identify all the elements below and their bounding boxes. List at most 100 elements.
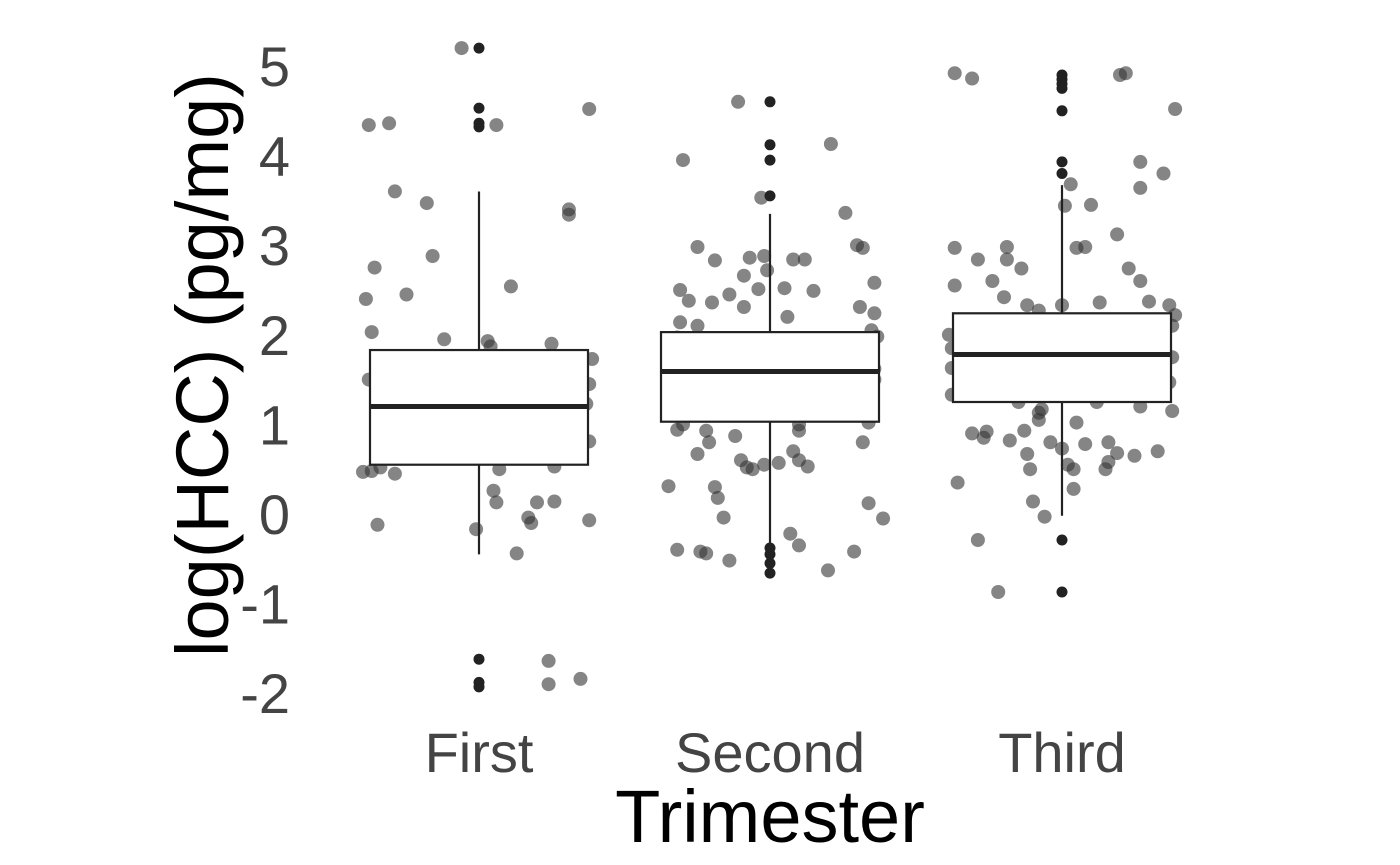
jitter-point [1066, 481, 1081, 496]
y-tick-label: 0 [259, 483, 290, 546]
jitter-point [676, 153, 690, 168]
jitter-point [1133, 274, 1148, 288]
jitter-point [489, 118, 504, 133]
jitter-point [370, 517, 385, 532]
jitter-point [1069, 415, 1084, 430]
jitter-point [547, 494, 562, 509]
jitter-point [1127, 448, 1142, 463]
jitter-point [821, 563, 835, 578]
jitter-point [1133, 180, 1148, 195]
jitter-point [855, 240, 870, 255]
jitter-point [1078, 240, 1093, 254]
jitter-point [947, 66, 962, 81]
jitter-point [582, 102, 597, 116]
x-tick-label: Second [675, 721, 865, 784]
jitter-point [999, 252, 1014, 267]
outlier-point [764, 567, 776, 579]
jitter-point [1092, 295, 1107, 310]
jitter-point [757, 457, 772, 472]
outlier-point [1056, 156, 1068, 168]
jitter-point [1026, 494, 1040, 509]
jitter-point [544, 336, 559, 351]
jitter-point [1063, 177, 1078, 192]
jitter-point [1066, 462, 1081, 477]
jitter-point [1150, 444, 1165, 459]
boxplots [368, 42, 1173, 693]
jitter-point [861, 496, 876, 511]
jitter-point [1101, 455, 1116, 469]
y-tick-label: 4 [259, 125, 290, 188]
y-tick-label: -1 [240, 573, 290, 636]
jitter-point [387, 466, 402, 481]
jitter-point [673, 283, 688, 297]
jitter-point [541, 677, 556, 692]
jitter-point [503, 279, 518, 294]
jitter-point [382, 116, 397, 131]
jitter-point [707, 253, 722, 268]
jitter-point [699, 423, 714, 438]
y-tick-label: -2 [240, 662, 290, 725]
jitter-point [364, 325, 379, 340]
outlier-point [1056, 105, 1068, 117]
outlier-point [764, 139, 776, 151]
jitter-point [1057, 198, 1072, 213]
jitter-point [469, 522, 484, 537]
jitter-point [1121, 261, 1136, 276]
jitter-point [760, 263, 775, 278]
jitter-point [997, 290, 1011, 305]
jitter-point [1031, 412, 1046, 427]
x-tick-label: First [425, 721, 534, 784]
jitter-point [367, 260, 382, 275]
jitter-point [797, 252, 812, 267]
jitter-point [950, 475, 965, 490]
outlier-point [1056, 534, 1068, 546]
jitter-point [690, 240, 705, 254]
jitter-point [1133, 154, 1148, 169]
outlier-point [764, 154, 776, 166]
jitter-point [947, 240, 962, 255]
jitter-point [823, 137, 838, 151]
jitter-point [792, 423, 806, 438]
jitter-point [530, 495, 544, 510]
jitter-point [1165, 404, 1180, 418]
jitter-point [399, 287, 414, 302]
jitter-point [707, 480, 722, 495]
jitter-point [1020, 298, 1035, 313]
jitter-point [670, 542, 685, 557]
jitter-point [1020, 447, 1035, 461]
jitter-point [561, 207, 576, 222]
jitter-point [716, 510, 731, 525]
y-tick-label: 5 [259, 35, 290, 98]
jitter-point [1156, 166, 1171, 181]
outlier-point [473, 653, 485, 665]
jitter-point [690, 447, 705, 461]
jitter-point [742, 250, 757, 265]
jitter-point [1113, 68, 1127, 82]
jitter-point [792, 538, 806, 553]
jitter-point [800, 459, 815, 474]
jitter-point [855, 435, 870, 450]
jitter-point [806, 283, 821, 298]
box-iqr [659, 331, 881, 423]
box-iqr [951, 312, 1173, 404]
outlier-point [764, 96, 776, 108]
jitter-point [1110, 227, 1125, 242]
jitter-point [710, 490, 725, 505]
jitter-point [1043, 435, 1058, 450]
jitter-point [1014, 261, 1029, 276]
jitter-point [780, 309, 795, 324]
jitter-point [731, 94, 746, 109]
jitter-point [838, 205, 853, 220]
jitter-point [454, 41, 469, 56]
jitter-point [521, 510, 536, 525]
jitter-point [1023, 462, 1038, 477]
jitter-point [783, 526, 798, 541]
jitter-point [1078, 437, 1093, 452]
jitter-point [757, 249, 772, 263]
jitter-point [437, 332, 452, 347]
y-tick-label: 1 [259, 393, 290, 456]
outlier-point [473, 102, 485, 114]
y-axis-title: log(HCC) (pg/mg) [161, 73, 244, 657]
jitter-point [847, 544, 862, 559]
x-axis-title: Trimester [615, 775, 925, 858]
